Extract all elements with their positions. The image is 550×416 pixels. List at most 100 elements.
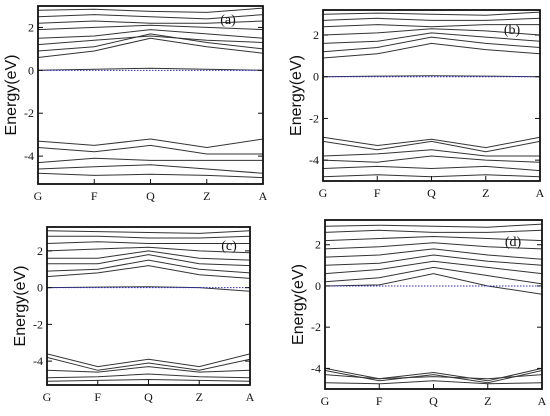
x-tick-label: G bbox=[34, 189, 43, 203]
x-tick-label: A bbox=[536, 186, 545, 200]
band-line bbox=[38, 37, 263, 58]
x-tick-label: Z bbox=[482, 186, 489, 200]
band-line bbox=[323, 24, 540, 28]
band-line bbox=[47, 353, 250, 368]
band-line bbox=[323, 165, 540, 172]
band-panel-a: 2 0 -2 -4 G F Q Z A Energy(eV) (a) bbox=[3, 5, 268, 203]
band-line bbox=[325, 254, 542, 266]
band-line bbox=[325, 248, 542, 260]
x-tick-label: Z bbox=[203, 189, 210, 203]
panel-label: (d) bbox=[505, 235, 522, 250]
band-line bbox=[38, 24, 263, 31]
band-line bbox=[325, 260, 542, 275]
band-line bbox=[47, 259, 250, 274]
y-axis-label: Energy(eV) bbox=[3, 55, 20, 136]
y-tick-label: 0 bbox=[28, 63, 34, 77]
y-tick-label: 2 bbox=[315, 238, 321, 252]
y-tick-label: 0 bbox=[315, 279, 321, 293]
band-line bbox=[47, 366, 250, 373]
band-line bbox=[47, 250, 250, 261]
x-tick-label: F bbox=[91, 189, 98, 203]
band-line bbox=[47, 373, 250, 379]
band-line bbox=[38, 20, 263, 24]
bands-group bbox=[325, 223, 542, 385]
x-tick-label: Q bbox=[427, 186, 436, 200]
y-axis-label: Energy(eV) bbox=[12, 266, 29, 347]
band-line bbox=[38, 35, 263, 46]
band-line bbox=[38, 14, 263, 20]
band-line bbox=[325, 367, 542, 382]
band-panel-c: 2 0 -2 -4 G F Q Z A Energy(eV) (c) bbox=[12, 226, 255, 404]
band-line bbox=[47, 230, 250, 234]
x-tick-label: F bbox=[94, 390, 101, 404]
y-tick-label: 2 bbox=[37, 244, 43, 258]
y-axis-label: Energy(eV) bbox=[290, 264, 307, 345]
y-axis-label: Energy(eV) bbox=[288, 55, 305, 136]
band-line bbox=[325, 229, 542, 233]
band-line bbox=[323, 140, 540, 153]
band-line bbox=[323, 17, 540, 21]
panel-label: (c) bbox=[221, 239, 237, 254]
x-tick-label: Q bbox=[144, 390, 153, 404]
band-line bbox=[38, 7, 263, 13]
band-line bbox=[47, 254, 250, 267]
band-panel-d: 2 0 -2 -4 G F Q Z A Energy(eV) (d) bbox=[290, 219, 547, 408]
y-tick-label: -4 bbox=[24, 149, 34, 163]
band-line bbox=[47, 241, 250, 244]
band-line bbox=[47, 265, 250, 279]
y-tick-label: 2 bbox=[28, 20, 34, 34]
band-line bbox=[38, 67, 263, 71]
band-line bbox=[47, 356, 250, 371]
band-line bbox=[38, 164, 263, 174]
y-tick-label: 0 bbox=[37, 281, 43, 295]
band-line bbox=[38, 33, 263, 52]
band-line bbox=[325, 235, 542, 242]
band-line bbox=[38, 157, 263, 164]
band-line bbox=[38, 144, 263, 155]
plot-frame bbox=[37, 5, 264, 185]
x-tick-label: Z bbox=[484, 394, 491, 408]
band-line bbox=[38, 172, 263, 179]
x-tick-label: Q bbox=[146, 189, 155, 203]
band-line bbox=[323, 28, 540, 36]
band-line bbox=[325, 380, 542, 385]
band-line bbox=[38, 29, 263, 39]
bands-group bbox=[38, 7, 263, 179]
band-line bbox=[325, 266, 542, 285]
band-line bbox=[323, 11, 540, 16]
band-line bbox=[323, 32, 540, 44]
x-tick-label: G bbox=[321, 394, 330, 408]
band-line bbox=[323, 149, 540, 157]
x-tick-label: G bbox=[43, 390, 52, 404]
y-tick-label: 2 bbox=[313, 28, 319, 42]
y-tick-label: -2 bbox=[311, 320, 321, 334]
band-line bbox=[47, 378, 250, 382]
band-line bbox=[323, 155, 540, 163]
x-tick-label: F bbox=[376, 394, 383, 408]
band-line bbox=[38, 138, 263, 149]
band-line bbox=[323, 36, 540, 53]
band-line bbox=[325, 374, 542, 380]
y-tick-label: -2 bbox=[24, 106, 34, 120]
band-line bbox=[47, 246, 250, 254]
bands-group bbox=[47, 230, 250, 382]
y-tick-label: -2 bbox=[33, 317, 43, 331]
band-line bbox=[325, 273, 542, 295]
x-tick-label: Q bbox=[429, 394, 438, 408]
y-tick-label: 0 bbox=[313, 70, 319, 84]
y-tick-label: -4 bbox=[33, 354, 43, 368]
x-tick-label: A bbox=[538, 394, 547, 408]
y-tick-label: -2 bbox=[309, 111, 319, 125]
panel-label: (b) bbox=[504, 23, 521, 38]
panel-label: (a) bbox=[220, 13, 236, 28]
x-tick-label: G bbox=[319, 186, 328, 200]
band-line bbox=[325, 223, 542, 228]
x-tick-label: A bbox=[246, 390, 255, 404]
band-line bbox=[323, 136, 540, 149]
band-line bbox=[323, 42, 540, 59]
band-line bbox=[325, 242, 542, 250]
x-tick-label: A bbox=[259, 189, 268, 203]
x-tick-label: F bbox=[374, 186, 381, 200]
band-panel-b: 2 0 -2 -4 G F Q Z A Energy(eV) (b) bbox=[288, 9, 545, 200]
